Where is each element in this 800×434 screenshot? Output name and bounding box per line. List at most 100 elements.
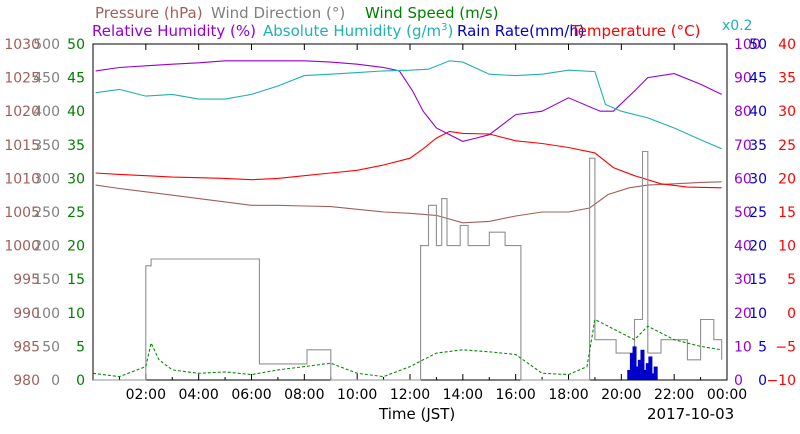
legend-wind-direction: Wind Direction (°)	[211, 4, 345, 22]
relative-humidity-tick-label: 0	[734, 373, 743, 389]
relative-humidity-tick-label: 20	[734, 306, 752, 322]
temperature-tick-label: −10	[766, 373, 796, 389]
x-tick-label: 12:00	[390, 387, 430, 403]
rain-rate-tick-label: 35	[749, 138, 767, 154]
relative-humidity-tick-label: 30	[734, 272, 752, 288]
wind-speed-tick-label: 20	[67, 239, 85, 255]
legend-temperature: Temperature (°C)	[570, 22, 700, 40]
pressure-axis: 1030 1025 1020 1015 1010 1005 1000 995 990 985 980	[4, 37, 40, 389]
rain-rate-tick-label: 50	[749, 37, 767, 53]
wind-speed-tick-label: 35	[67, 138, 85, 154]
wind-speed-tick-label: 10	[67, 306, 85, 322]
rain-rate-bar	[629, 353, 634, 380]
relative-humidity-tick-label: 90	[734, 71, 752, 87]
pressure-tick-label: 980	[13, 373, 40, 389]
x-tick-label: 14:00	[443, 387, 483, 403]
wind-speed-tick-label: 25	[67, 205, 85, 221]
wind-speed-tick-label: 45	[67, 71, 85, 87]
rain-rate-tick-label: 5	[758, 339, 767, 355]
x-tick-label: 04:00	[178, 387, 218, 403]
wind-direction-tick-label: 100	[33, 306, 60, 322]
wind-direction-tick-label: 0	[51, 373, 60, 389]
rain-rate-bar	[648, 356, 653, 380]
rain-rate-tick-label: 25	[749, 205, 767, 221]
wind-direction-tick-label: 300	[33, 171, 60, 187]
temperature-tick-label: 30	[778, 104, 796, 120]
legend-pressure: Pressure (hPa)	[95, 4, 203, 22]
absolute-humidity-series	[95, 60, 722, 150]
x-tick-label: 22:00	[654, 387, 694, 403]
legend-absolute-humidity: Absolute Humidity (g/m3)	[263, 22, 453, 40]
rain-rate-bar	[632, 346, 637, 380]
x-tick-label: 00:00	[707, 387, 747, 403]
x-axis: 02:00 04:00 06:00 08:00 10:00 12:00 14:00 16:00…	[118, 44, 747, 403]
temperature-tick-label: 25	[778, 138, 796, 154]
wind-speed-tick-label: 0	[76, 373, 85, 389]
pressure-tick-label: 1010	[4, 171, 40, 187]
temperature-tick-label: 35	[778, 71, 796, 87]
x-tick-label: 20:00	[601, 387, 641, 403]
temperature-series	[95, 130, 722, 189]
wind-direction-tick-label: 500	[33, 37, 60, 53]
rain-rate-bar	[653, 366, 658, 380]
rain-rate-bar	[645, 363, 650, 380]
wind-speed-series	[92, 318, 722, 378]
pressure-tick-label: 1015	[4, 138, 40, 154]
rain-rate-tick-label: 40	[749, 104, 767, 120]
wind-speed-tick-label: 5	[76, 339, 85, 355]
plot-frame	[92, 43, 728, 381]
rain-rate-bar	[651, 373, 656, 380]
rain-rate-tick-label: 20	[749, 239, 767, 255]
wind-direction-series	[93, 150, 723, 381]
relative-humidity-tick-label: 100	[734, 37, 761, 53]
temperature-tick-label: 0	[787, 306, 796, 322]
legend-wind-speed: Wind Speed (m/s)	[365, 4, 498, 22]
rain-rate-tick-label: 0	[758, 373, 767, 389]
pressure-tick-label: 1020	[4, 104, 40, 120]
pressure-tick-label: 1005	[4, 205, 40, 221]
rain-rate-bar	[640, 349, 645, 380]
relative-humidity-series	[95, 60, 722, 142]
rain-rate-bar	[643, 369, 648, 380]
rain-rate-series	[627, 346, 658, 380]
relative-humidity-tick-label: 70	[734, 138, 752, 154]
x-tick-label: 08:00	[284, 387, 324, 403]
temperature-tick-label: 20	[778, 171, 796, 187]
rain-rate-bar	[637, 359, 642, 380]
legend-rain-rate: Rain Rate(mm/h)	[457, 22, 585, 40]
temperature-tick-label: 15	[778, 205, 796, 221]
pressure-tick-label: 1025	[4, 71, 40, 87]
x-tick-label: 06:00	[231, 387, 271, 403]
pressure-tick-label: 1000	[4, 239, 40, 255]
temperature-tick-label: 5	[787, 272, 796, 288]
legend-absolute-humidity-close: )	[448, 22, 454, 40]
x-tick-label: 18:00	[548, 387, 588, 403]
pressure-tick-label: 995	[13, 272, 40, 288]
relative-humidity-tick-label: 50	[734, 205, 752, 221]
rain-rate-tick-label: 15	[749, 272, 767, 288]
legend-relative-humidity: Relative Humidity (%)	[92, 22, 256, 40]
pressure-tick-label: 990	[13, 306, 40, 322]
wind-speed-tick-label: 50	[67, 37, 85, 53]
temperature-tick-label: 10	[778, 239, 796, 255]
wind-direction-tick-label: 150	[33, 272, 60, 288]
rain-rate-tick-label: 30	[749, 171, 767, 187]
relative-humidity-tick-label: 40	[734, 239, 752, 255]
pressure-tick-label: 985	[13, 339, 40, 355]
pressure-tick-label: 1030	[4, 37, 40, 53]
legend-absolute-humidity-sup: 3	[441, 22, 447, 33]
relative-humidity-tick-label: 60	[734, 171, 752, 187]
legend-absolute-humidity-text: Absolute Humidity (g/m	[263, 22, 441, 40]
wind-direction-tick-label: 450	[33, 71, 60, 87]
temperature-tick-label: −5	[775, 339, 796, 355]
wind-direction-tick-label: 350	[33, 138, 60, 154]
rain-rate-tick-label: 45	[749, 71, 767, 87]
wind-direction-tick-label: 50	[42, 339, 60, 355]
pressure-series	[95, 181, 722, 224]
date-label: 2017-10-03	[647, 405, 734, 423]
relative-humidity-tick-label: 10	[734, 339, 752, 355]
x-axis-label: Time (JST)	[378, 405, 455, 423]
